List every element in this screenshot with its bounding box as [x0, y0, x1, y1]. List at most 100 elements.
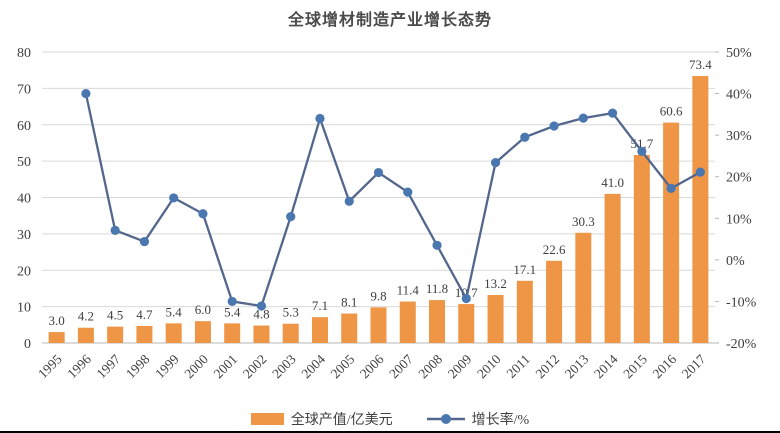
line-point: [110, 225, 120, 235]
y-axis-tick-left: 50: [17, 155, 31, 170]
line-point: [578, 113, 588, 123]
x-axis-label: 1998: [123, 351, 153, 381]
x-axis-label: 1997: [94, 351, 124, 381]
x-axis-label: 1996: [64, 351, 94, 381]
x-axis-label: 2006: [357, 351, 387, 381]
bar-value-label: 4.5: [107, 308, 123, 323]
bar-value-label: 41.0: [601, 175, 624, 190]
line-point: [637, 146, 647, 156]
bar-value-label: 4.8: [253, 307, 269, 322]
bar: [370, 307, 387, 343]
chart-legend: 全球产值/亿美元 增长率/%: [0, 403, 780, 431]
y-axis-tick-left: 40: [17, 192, 31, 207]
y-axis-tick-left: 0: [24, 337, 31, 352]
bar: [633, 154, 650, 343]
x-axis-label: 2002: [240, 352, 270, 382]
growth-rate-line: [84, 93, 701, 308]
bar-value-label: 73.4: [689, 57, 712, 72]
bar: [429, 300, 446, 343]
y-axis-tick-right: 10%: [726, 212, 752, 227]
line-point: [403, 187, 413, 197]
y-axis-tick-left: 30: [17, 228, 31, 243]
combo-chart: 0 10 20 30 40 50 60 70 80 50% 40% 30% 20% 10% 0% -10% -2…: [17, 46, 757, 382]
bar-value-label: 5.4: [166, 304, 183, 319]
bar-value-label: 3.0: [49, 313, 65, 328]
bar: [77, 327, 94, 343]
x-axis-label: 1995: [35, 351, 65, 381]
x-axis-label: 2011: [504, 352, 533, 381]
x-axis-label: 2010: [474, 351, 504, 381]
y-axis-tick-right: -10%: [726, 295, 757, 310]
bar: [224, 323, 241, 343]
bar: [575, 232, 592, 343]
bar-value-label: 5.4: [224, 304, 241, 319]
line-point: [169, 193, 179, 203]
x-axis-label: 2013: [562, 351, 592, 381]
bar: [692, 76, 709, 343]
x-axis-label: 2015: [620, 351, 650, 381]
x-axis-label: 2017: [679, 351, 709, 381]
line-point: [666, 183, 676, 193]
bar: [282, 323, 299, 343]
line-point: [81, 88, 91, 99]
bar-value-label: 4.2: [78, 309, 94, 324]
line-point: [315, 113, 325, 124]
y-axis-tick-right: 50%: [726, 46, 752, 61]
legend-item-line-series: 增长率/%: [426, 409, 529, 429]
line-point: [490, 157, 501, 168]
line-point: [461, 293, 471, 304]
x-axis-label: 2016: [650, 351, 680, 381]
line-point: [139, 236, 150, 247]
bar: [604, 193, 621, 343]
chart-title: 全球增材制造产业增长态势: [287, 12, 492, 29]
legend-item-bar-series: 全球产值/亿美元: [250, 409, 393, 429]
line-point: [432, 240, 442, 250]
y-axis-tick-right: 0%: [726, 254, 745, 269]
x-axis-label: 2009: [445, 351, 475, 381]
line-point: [344, 196, 354, 206]
bar: [107, 326, 124, 343]
bar: [487, 294, 504, 343]
bar: [399, 301, 416, 343]
bar-value-label: 22.6: [543, 242, 566, 257]
bar-series-swatch-icon: [250, 413, 284, 425]
x-axis-label: 1999: [152, 351, 182, 381]
bar-value-label: 17.1: [513, 262, 536, 277]
line-point: [373, 167, 384, 178]
line-point: [695, 167, 705, 177]
y-axis-tick-right: -20%: [726, 337, 757, 352]
bar: [663, 122, 680, 343]
line-point: [549, 121, 559, 131]
y-axis-tick-right: 30%: [726, 129, 752, 144]
line-point: [607, 108, 618, 118]
bar-value-label: 51.7: [630, 136, 653, 151]
line-point: [227, 296, 237, 307]
x-axis-label: 2007: [386, 351, 416, 381]
line-point: [286, 212, 296, 222]
y-axis-tick-left: 70: [17, 82, 31, 97]
bar: [458, 304, 475, 343]
bar-value-label: 11.4: [397, 283, 420, 298]
bar: [194, 321, 211, 343]
x-axis-label: 2000: [181, 351, 211, 381]
legend-label-bar-series: 全球产值/亿美元: [290, 413, 393, 428]
bar-value-label: 6.0: [195, 302, 211, 317]
line-point: [520, 132, 530, 142]
x-axis-label: 2001: [211, 352, 241, 382]
bar-value-label: 60.6: [660, 104, 683, 119]
bar-value-label: 13.2: [484, 276, 507, 291]
bar-value-label: 11.8: [426, 281, 448, 296]
x-axis-label: 2004: [298, 351, 328, 381]
line-series-marker-icon: [426, 414, 465, 424]
bar: [165, 323, 182, 343]
y-axis-tick-right: 40%: [726, 88, 752, 103]
line-point: [256, 301, 267, 311]
x-axis-label: 2014: [591, 351, 621, 381]
bar: [136, 325, 153, 343]
bar-value-label: 8.1: [341, 295, 357, 310]
x-axis-label: 2012: [532, 352, 562, 382]
bar-value-label: 7.1: [312, 298, 328, 313]
bar-value-label: 30.3: [572, 214, 595, 229]
y-axis-tick-left: 20: [17, 264, 31, 279]
